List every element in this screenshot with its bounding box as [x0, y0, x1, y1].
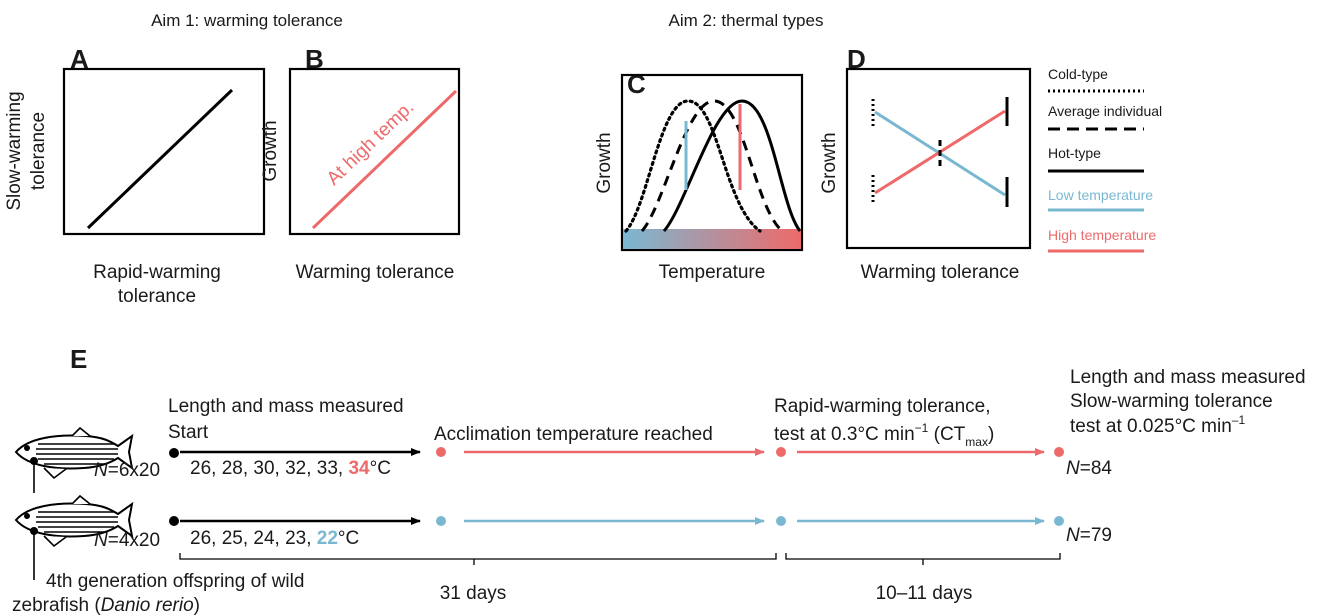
legend-average-label: Average individual	[1048, 103, 1162, 119]
rapid-label-line2: test at 0.3°C min−1 (CTmax)	[774, 421, 994, 449]
panel-a-letter: A	[70, 44, 89, 74]
cold-row-acclimation-dot	[436, 516, 446, 526]
legend-high-temp-label: High temperature	[1048, 227, 1156, 243]
panel-d-frame	[845, 67, 1032, 250]
panel-b-ylabel: Growth	[260, 120, 281, 181]
panel-b-line-label: At high temp.	[323, 97, 418, 190]
panel-a-relation-line	[86, 88, 234, 230]
start-label-line2: Start	[168, 422, 209, 443]
end-label-line2: Slow-warming tolerance	[1070, 391, 1273, 412]
cold-row-start-dot	[169, 516, 179, 526]
cold-row-rapid-dot	[776, 516, 786, 526]
panel-b-xlabel: Warming tolerance	[296, 262, 455, 283]
panel-c-frame	[620, 73, 804, 252]
panel-b-letter: B	[305, 44, 324, 74]
panel-a-ylabel-line2: tolerance	[28, 112, 49, 190]
legend-hot-type-label: Hot-type	[1048, 145, 1101, 161]
hot-row-rapid-dot	[776, 447, 786, 457]
hot-row-n: N=6x20	[94, 460, 160, 481]
aim1-title: Aim 1: warming tolerance	[151, 11, 343, 30]
legend-cold-type-label: Cold-type	[1048, 66, 1108, 82]
cold-type-curve	[624, 99, 762, 233]
cold-row-temps: 26, 25, 24, 23, 22°C	[190, 528, 359, 549]
panel-c-letter: C	[627, 69, 646, 99]
panel-d: D Growth Warming tolerance	[819, 44, 1032, 283]
panel-c: C Growth Temperature	[594, 69, 804, 283]
start-label-line1: Length and mass measured	[168, 396, 404, 417]
legend: Cold-type Average individual Hot-type Lo…	[1048, 66, 1162, 253]
cold-row-final-n: N=79	[1066, 525, 1112, 546]
rapid-label-line1: Rapid-warming tolerance,	[774, 396, 991, 417]
panel-a-frame	[62, 67, 266, 236]
hot-type-curve	[662, 99, 802, 232]
end-label-line3: test at 0.025°C min–1	[1070, 413, 1245, 437]
panel-a-xlabel-line1: Rapid-warming	[93, 262, 221, 283]
panel-b-frame	[288, 67, 461, 236]
fish-connector-dot-top	[30, 457, 38, 465]
period2-bracket	[785, 553, 1061, 560]
hot-row-acclimation-dot	[436, 447, 446, 457]
cold-row-end-dot	[1054, 516, 1064, 526]
panel-c-ylabel: Growth	[594, 132, 615, 193]
hot-row-end-dot	[1054, 447, 1064, 457]
panel-b: B At high temp. Growth Warming tolerance	[260, 44, 461, 283]
period2-label: 10–11 days	[876, 583, 973, 604]
panel-a: A Slow-warming tolerance Rapid-warming t…	[4, 44, 266, 307]
hot-row-final-n: N=84	[1066, 458, 1112, 479]
panel-d-ylabel: Growth	[819, 132, 840, 193]
panel-a-xlabel-line2: tolerance	[118, 286, 196, 307]
period1-label: 31 days	[440, 583, 507, 604]
end-label-line1: Length and mass measured	[1070, 367, 1306, 388]
panel-d-letter: D	[847, 44, 866, 74]
timeline: Length and mass measured Start Acclimati…	[12, 367, 1306, 615]
aim2-title: Aim 2: thermal types	[669, 11, 824, 30]
panel-e-letter: E	[70, 344, 87, 374]
acclimation-label: Acclimation temperature reached	[434, 424, 713, 445]
origin-label-line2: zebrafish (Danio rerio)	[12, 595, 200, 615]
period1-bracket	[179, 553, 777, 560]
origin-label-line1: 4th generation offspring of wild	[46, 571, 304, 592]
legend-low-temp-label: Low temperature	[1048, 187, 1153, 203]
panel-c-xlabel: Temperature	[659, 262, 766, 283]
hot-row-temps: 26, 28, 30, 32, 33, 34°C	[190, 458, 391, 479]
origin-connector-dot	[30, 527, 38, 535]
panel-c-temperature-gradient-bar	[623, 229, 801, 249]
panel-a-ylabel-line1: Slow-warming	[4, 91, 25, 210]
hot-row-start-dot	[169, 448, 179, 458]
panel-b-high-temp-line	[311, 89, 458, 230]
panel-d-xlabel: Warming tolerance	[861, 262, 1020, 283]
average-curve	[640, 99, 784, 233]
cold-row-n: N=4x20	[94, 530, 160, 551]
